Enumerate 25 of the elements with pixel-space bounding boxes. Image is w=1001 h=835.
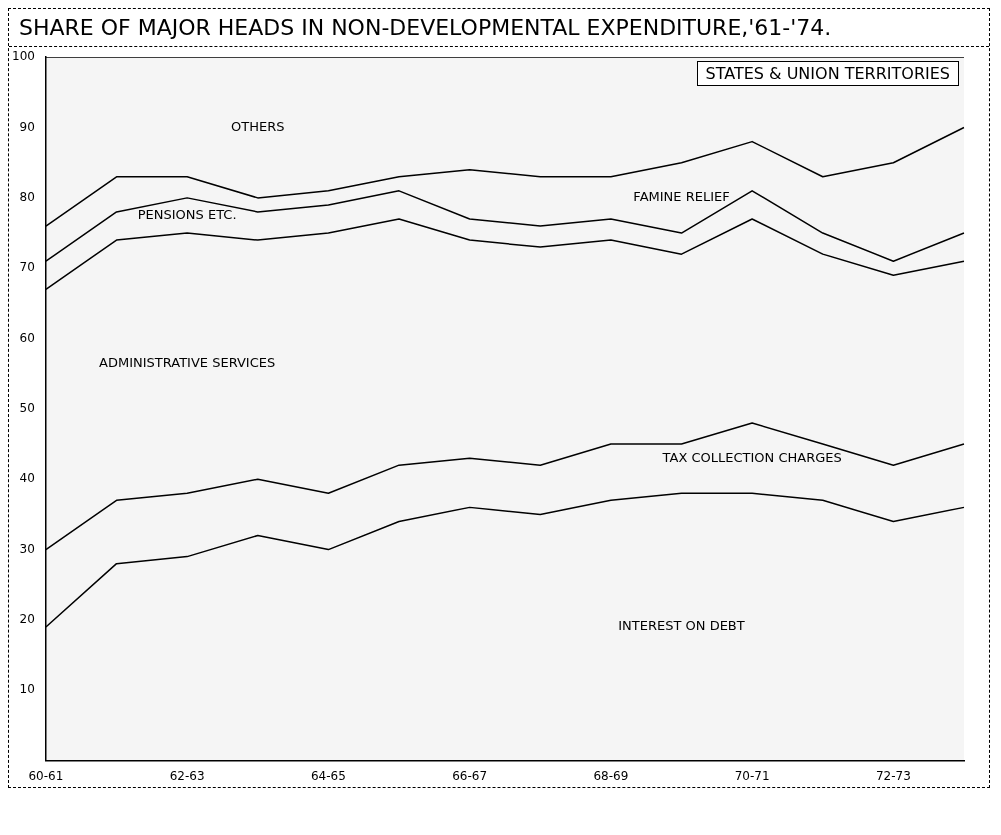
y-tick-label: 40 xyxy=(19,471,35,486)
y-tick-label: 70 xyxy=(19,260,35,275)
series-label: FAMINE RELIEF xyxy=(633,189,730,205)
x-tick-label: 70-71 xyxy=(734,768,770,783)
y-tick-label: 50 xyxy=(19,401,35,416)
y-tick-label: 20 xyxy=(19,612,35,627)
series-label: OTHERS xyxy=(231,118,285,134)
y-tick-label: 90 xyxy=(19,119,35,134)
series-label: TAX COLLECTION CHARGES xyxy=(661,449,842,465)
x-tick-label: 66-67 xyxy=(452,768,488,783)
series-label: INTEREST ON DEBT xyxy=(618,618,745,634)
chart-title: SHARE OF MAJOR HEADS IN NON-DEVELOPMENTAL EXPENDITURE,'61-'74. xyxy=(9,9,989,47)
x-tick-label: 68-69 xyxy=(593,768,629,783)
x-tick-label: 72-73 xyxy=(875,768,911,783)
text: STATES & UNION TERRITORIES xyxy=(696,61,959,86)
y-tick-label: 60 xyxy=(19,330,35,345)
y-tick-label: 100 xyxy=(12,49,35,64)
x-tick-label: 62-63 xyxy=(169,768,205,783)
y-tick-label: 30 xyxy=(19,541,35,556)
y-tick-label: 80 xyxy=(19,190,35,205)
x-tick-label: 64-65 xyxy=(310,768,346,783)
x-tick-label: 60-61 xyxy=(28,768,64,783)
series-label: ADMINISTRATIVE SERVICES xyxy=(99,354,276,370)
y-tick-label: 10 xyxy=(19,682,35,697)
series-label: PENSIONS ETC. xyxy=(137,206,237,222)
